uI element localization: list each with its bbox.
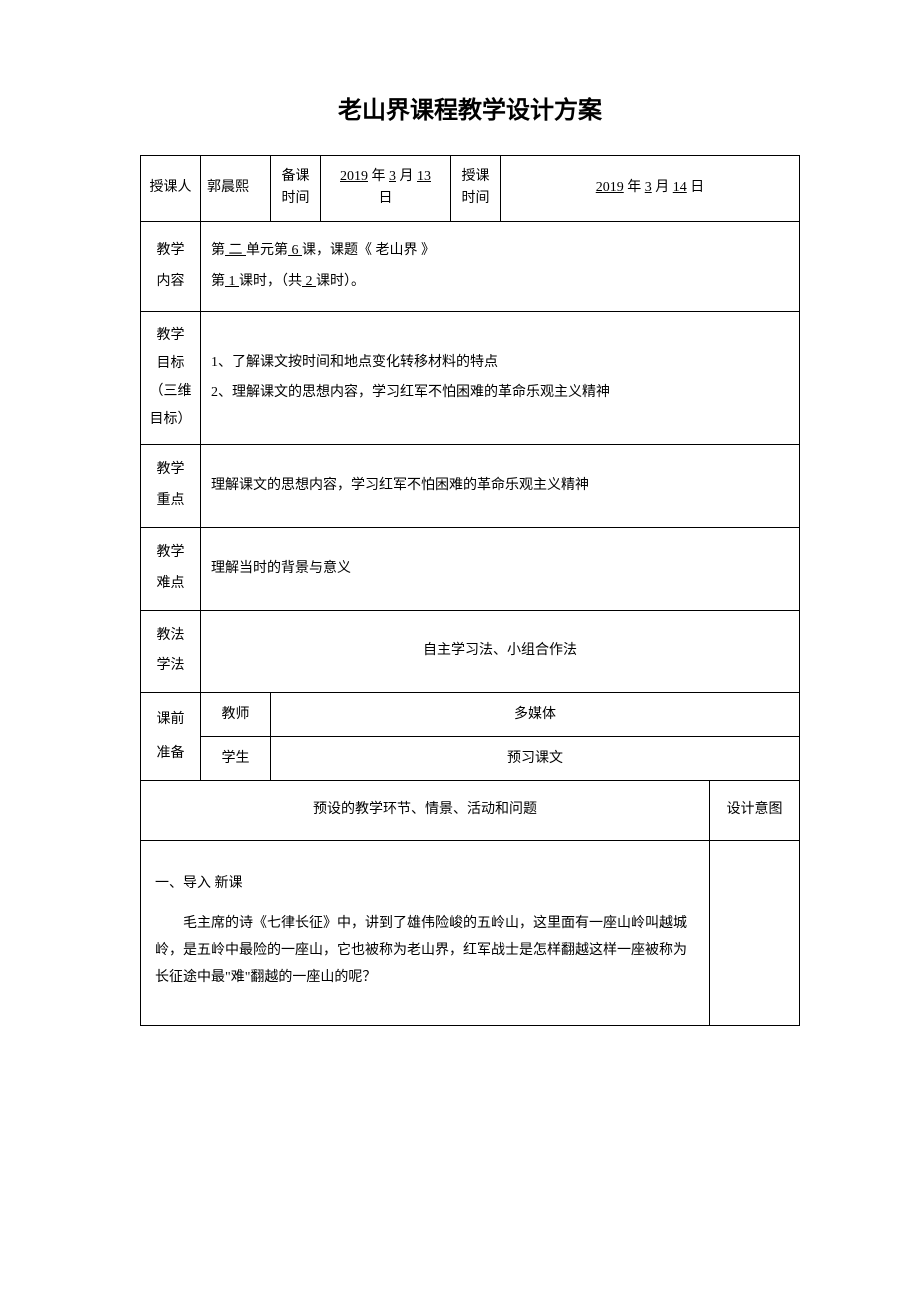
- prep-teacher-value: 多媒体: [271, 693, 800, 737]
- prep-student-value: 预习课文: [271, 737, 800, 781]
- activities-header: 预设的教学环节、情景、活动和问题: [141, 781, 710, 840]
- method-value: 自主学习法、小组合作法: [201, 610, 800, 693]
- prep-teacher-label: 教师: [201, 693, 271, 737]
- intent-cell: [710, 840, 800, 1025]
- table-row: 教学内容 第 二 单元第 6 课，课题《 老山界 》 第 1 课时，（共 2 课…: [141, 221, 800, 312]
- prep-label: 课前准备: [141, 693, 201, 781]
- page-title: 老山界课程教学设计方案: [140, 90, 800, 125]
- instructor-value: 郭晨熙: [201, 156, 271, 222]
- table-row: 授课人 郭晨熙 备课时间 2019 年 3 月 13日 授课时间 2019 年 …: [141, 156, 800, 222]
- table-row: 课前准备 教师 多媒体: [141, 693, 800, 737]
- table-row: 一、导入 新课 毛主席的诗《七律长征》中，讲到了雄伟险峻的五岭山，这里面有一座山…: [141, 840, 800, 1025]
- difficulty-label: 教学难点: [141, 527, 201, 610]
- table-row: 预设的教学环节、情景、活动和问题 设计意图: [141, 781, 800, 840]
- intro-paragraph: 毛主席的诗《七律长征》中，讲到了雄伟险峻的五岭山，这里面有一座山岭叫越城岭，是五…: [155, 911, 695, 991]
- content-value: 第 二 单元第 6 课，课题《 老山界 》 第 1 课时，（共 2 课时）。: [201, 221, 800, 312]
- table-row: 教学难点 理解当时的背景与意义: [141, 527, 800, 610]
- objectives-value: 1、了解课文按时间和地点变化转移材料的特点 2、理解课文的思想内容，学习红军不怕…: [201, 312, 800, 445]
- objectives-label: 教学目标（三维目标）: [141, 312, 201, 445]
- prep-time-label: 备课时间: [271, 156, 321, 222]
- table-row: 教法学法 自主学习法、小组合作法: [141, 610, 800, 693]
- difficulty-value: 理解当时的背景与意义: [201, 527, 800, 610]
- instructor-label: 授课人: [141, 156, 201, 222]
- prep-student-label: 学生: [201, 737, 271, 781]
- table-row: 教学重点 理解课文的思想内容，学习红军不怕困难的革命乐观主义精神: [141, 445, 800, 528]
- table-row: 教学目标（三维目标） 1、了解课文按时间和地点变化转移材料的特点 2、理解课文的…: [141, 312, 800, 445]
- intro-heading: 一、导入 新课: [155, 871, 695, 898]
- focus-label: 教学重点: [141, 445, 201, 528]
- table-row: 学生 预习课文: [141, 737, 800, 781]
- content-label: 教学内容: [141, 221, 201, 312]
- method-label: 教法学法: [141, 610, 201, 693]
- focus-value: 理解课文的思想内容，学习红军不怕困难的革命乐观主义精神: [201, 445, 800, 528]
- teach-time-value: 2019 年 3 月 14 日: [501, 156, 800, 222]
- prep-time-value: 2019 年 3 月 13日: [321, 156, 451, 222]
- intro-section: 一、导入 新课 毛主席的诗《七律长征》中，讲到了雄伟险峻的五岭山，这里面有一座山…: [141, 840, 710, 1025]
- intent-header: 设计意图: [710, 781, 800, 840]
- lesson-plan-table: 授课人 郭晨熙 备课时间 2019 年 3 月 13日 授课时间 2019 年 …: [140, 155, 800, 1026]
- teach-time-label: 授课时间: [451, 156, 501, 222]
